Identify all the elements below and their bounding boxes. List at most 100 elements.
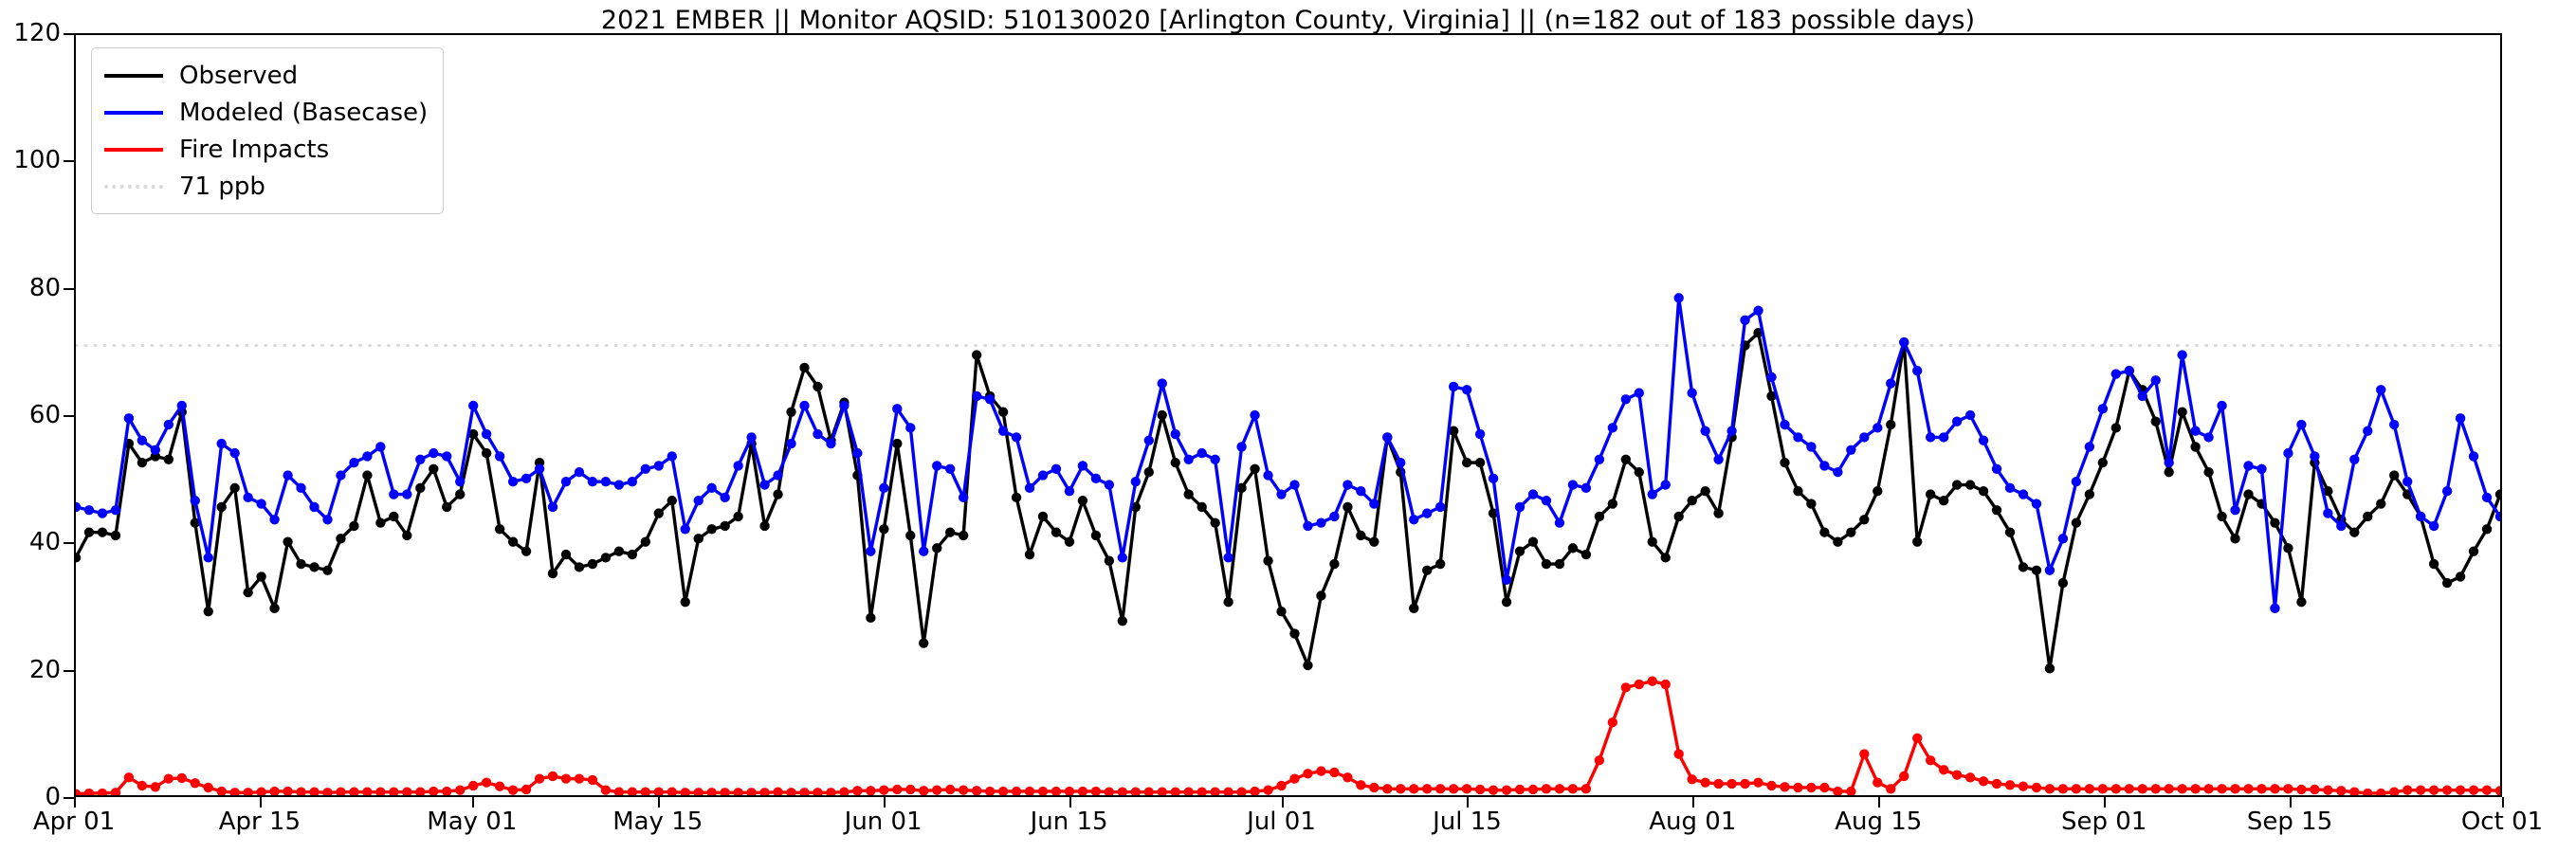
legend-swatch [104,110,163,115]
data-point [1806,782,1817,793]
data-point [2296,784,2307,795]
data-point [76,501,82,513]
data-point [1819,461,1830,471]
data-point [613,480,625,490]
data-point [1740,315,1750,325]
data-point [1938,496,1949,506]
data-point [919,546,929,556]
data-point [1846,527,1856,537]
y-tick-label: 60 [28,401,61,429]
x-tick-mark [2104,797,2107,808]
data-point [813,788,823,795]
data-point [2336,520,2347,532]
data-point [1104,480,1115,490]
data-point [494,451,505,462]
data-point [1050,786,1062,795]
data-point [429,463,439,474]
data-point [1448,426,1459,436]
data-point [429,786,439,795]
data-point [1634,388,1644,398]
data-point [415,787,426,795]
legend-item: 71 ppb [104,168,428,205]
legend-label: Observed [179,61,299,90]
data-point [1104,787,1115,795]
data-point [269,603,280,614]
data-point [110,505,121,516]
data-point [336,534,346,544]
data-point [945,527,956,537]
data-point [1793,486,1803,497]
data-point [1620,454,1631,464]
data-point [1912,733,1923,744]
data-point [2217,511,2227,522]
data-point [296,787,306,795]
data-point [83,788,95,795]
data-point [1236,442,1247,452]
x-tick-mark [74,797,76,808]
data-point [2283,784,2293,794]
y-tick-label: 120 [13,19,61,47]
data-point [1223,553,1233,563]
data-point [1289,773,1300,784]
data-point [1514,546,1526,556]
data-point [919,638,929,648]
data-point [1819,782,1830,793]
data-point [216,786,227,795]
data-point [1541,496,1552,506]
data-point [322,515,333,525]
series-modeled-basecase [76,293,2500,614]
data-point [1594,454,1605,464]
data-point [1130,477,1142,487]
data-point [1527,536,1539,547]
data-point [759,788,770,795]
data-point [892,404,903,414]
data-point [1236,482,1247,494]
data-point [336,470,346,481]
data-point [574,562,585,572]
x-tick-label: May 01 [427,808,518,836]
data-point [759,520,770,532]
data-point [2217,400,2227,411]
data-point [97,788,108,795]
data-point [2110,784,2121,794]
data-point [2084,489,2095,499]
data-point [203,553,213,563]
data-point [1197,501,1207,513]
data-point [680,788,690,795]
data-point [905,784,916,795]
data-point [283,786,293,795]
data-point [1806,442,1817,452]
data-point [2031,565,2042,575]
data-point [1580,482,1592,494]
data-point [680,596,690,608]
data-point [1567,480,1579,490]
y-tick-label: 0 [45,783,61,811]
data-point [2441,577,2453,589]
data-point [229,482,240,494]
data-point [1833,786,1843,795]
data-point [2494,786,2500,795]
data-point [494,524,505,535]
data-point [905,530,916,541]
x-tick-mark [2290,797,2293,808]
data-point [1329,767,1340,778]
data-point [455,785,466,795]
data-point [1117,616,1128,626]
data-point [1117,787,1128,795]
data-point [1382,432,1393,443]
data-point [521,784,532,795]
data-point [481,428,492,440]
data-point [243,492,253,503]
data-point [2455,413,2466,424]
data-point [1050,527,1062,537]
data-point [1964,409,1976,421]
data-point [2164,466,2174,478]
data-point [2363,426,2373,436]
data-point [799,400,810,411]
data-point [1594,755,1605,766]
data-point [560,549,572,560]
data-point [1236,787,1247,795]
data-point [1276,780,1287,791]
data-point [547,771,558,782]
